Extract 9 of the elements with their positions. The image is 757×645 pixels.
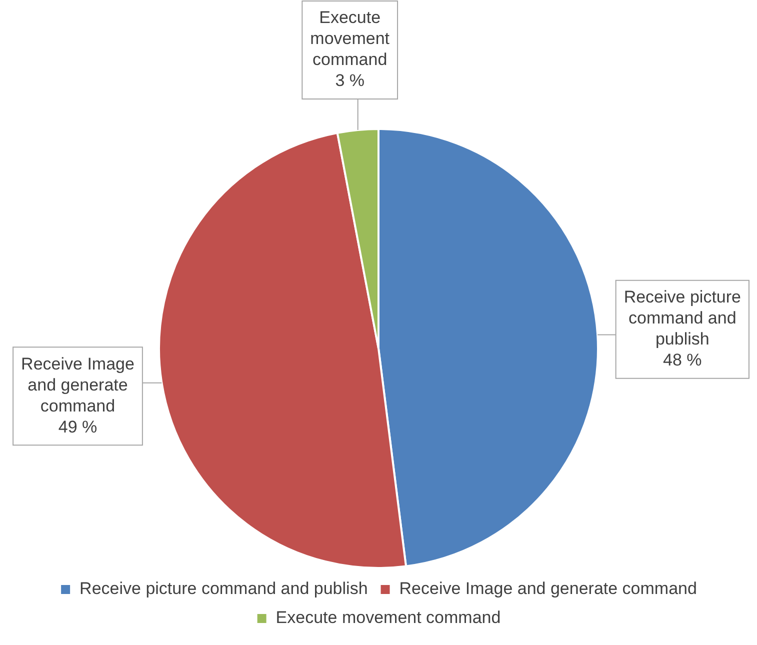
- legend-label: Receive Image and generate command: [399, 579, 697, 598]
- legend-label: Execute movement command: [276, 608, 501, 628]
- slice-label: Execute movement command: [310, 8, 390, 70]
- data-label: 49 %: [58, 417, 98, 436]
- slice-label: Receive picture command and publish: [624, 288, 741, 349]
- slice-label: Receive Image and generate command: [21, 354, 134, 416]
- legend-label: Receive picture command and publish: [80, 579, 368, 598]
- data-label: 48 %: [663, 350, 702, 370]
- data-label: 3 %: [335, 71, 364, 90]
